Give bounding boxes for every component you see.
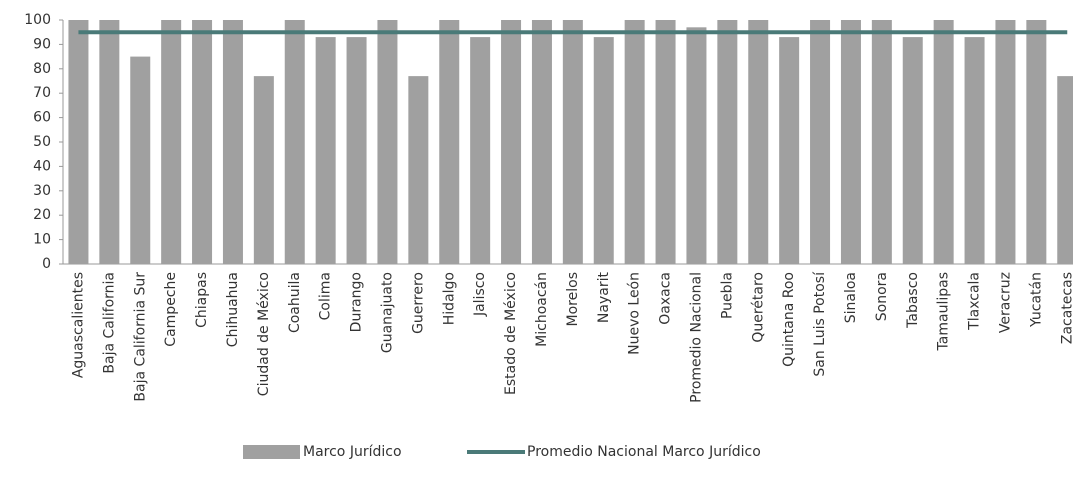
x-tick-label: Promedio Nacional <box>688 272 704 403</box>
bar <box>933 20 954 264</box>
y-tick-label: 50 <box>33 134 51 150</box>
x-tick-label: Tabasco <box>905 272 921 329</box>
bar <box>284 20 305 264</box>
bar <box>99 20 120 264</box>
bar <box>902 37 923 264</box>
x-tick-label: Ciudad de México <box>256 272 272 396</box>
x-tick-label: Chiapas <box>194 272 210 328</box>
bar <box>1057 76 1073 265</box>
bar <box>315 37 336 264</box>
bar <box>717 20 738 264</box>
bar <box>686 27 707 264</box>
x-tick-label: San Luis Potosí <box>812 271 828 377</box>
y-tick-label: 70 <box>33 85 51 101</box>
bar <box>995 20 1016 264</box>
x-tick-label: Michoacán <box>534 272 550 347</box>
y-tick-label: 10 <box>33 232 51 248</box>
y-tick-label: 0 <box>42 256 51 272</box>
bar <box>439 20 460 264</box>
x-tick-label: Morelos <box>565 272 581 326</box>
x-tick-label: Chihuahua <box>225 272 241 347</box>
x-tick-label: Campeche <box>163 272 179 347</box>
bar <box>1026 20 1047 264</box>
bar <box>377 20 398 264</box>
bar <box>779 37 800 264</box>
bar <box>222 20 243 264</box>
x-tick-label: Tlaxcala <box>967 272 983 331</box>
y-tick-label: 80 <box>33 61 51 77</box>
x-tick-label: Yucatán <box>1028 272 1044 328</box>
bar <box>624 20 645 264</box>
x-tick-label: Querétaro <box>750 272 766 343</box>
bar <box>562 20 583 264</box>
legend-label: Promedio Nacional Marco Jurídico <box>527 444 761 460</box>
bar <box>346 37 367 264</box>
y-tick-label: 90 <box>33 36 51 52</box>
x-tick-label: Sinaloa <box>843 272 859 323</box>
bar <box>501 20 522 264</box>
y-tick-label: 30 <box>33 183 51 199</box>
y-tick-label: 60 <box>33 110 51 126</box>
y-tick-label: 100 <box>24 12 51 28</box>
x-tick-label: Nayarit <box>596 272 612 324</box>
bar <box>964 37 985 264</box>
bar <box>161 20 182 264</box>
x-tick-label: Colima <box>318 272 334 320</box>
x-tick-label: Durango <box>349 272 365 332</box>
x-tick-label: Aguascalientes <box>70 272 86 378</box>
bar <box>470 37 491 264</box>
bar <box>68 20 89 264</box>
x-tick-label: Puebla <box>719 272 735 319</box>
bar <box>748 20 769 264</box>
x-tick-label: Hidalgo <box>441 272 457 325</box>
legend-swatch <box>243 445 300 459</box>
x-tick-label: Nuevo León <box>627 272 643 355</box>
y-tick-label: 40 <box>33 158 51 174</box>
bar <box>593 37 614 264</box>
bar <box>655 20 676 264</box>
x-tick-label: Sonora <box>874 272 890 321</box>
x-tick-label: Veracruz <box>997 272 1013 333</box>
x-tick-label: Zacatecas <box>1059 272 1073 344</box>
bar <box>253 76 274 265</box>
x-tick-label: Quintana Roo <box>781 272 797 367</box>
bar <box>192 20 213 264</box>
x-tick-label: Estado de México <box>503 272 519 395</box>
x-tick-label: Baja California Sur <box>132 272 148 402</box>
bar <box>531 20 552 264</box>
bar <box>840 20 861 264</box>
bar <box>408 76 429 265</box>
legend-label: Marco Jurídico <box>303 444 402 460</box>
x-tick-label: Coahuila <box>287 272 303 333</box>
x-tick-label: Tamaulipas <box>936 272 952 351</box>
bar <box>810 20 831 264</box>
y-tick-label: 20 <box>33 207 51 223</box>
x-tick-label: Guerrero <box>410 272 426 334</box>
bar <box>130 56 151 264</box>
x-tick-label: Jalisco <box>472 272 488 317</box>
x-tick-label: Guanajuato <box>379 272 395 353</box>
x-tick-label: Baja California <box>101 272 117 374</box>
x-tick-label: Oaxaca <box>658 272 674 325</box>
bar <box>871 20 892 264</box>
